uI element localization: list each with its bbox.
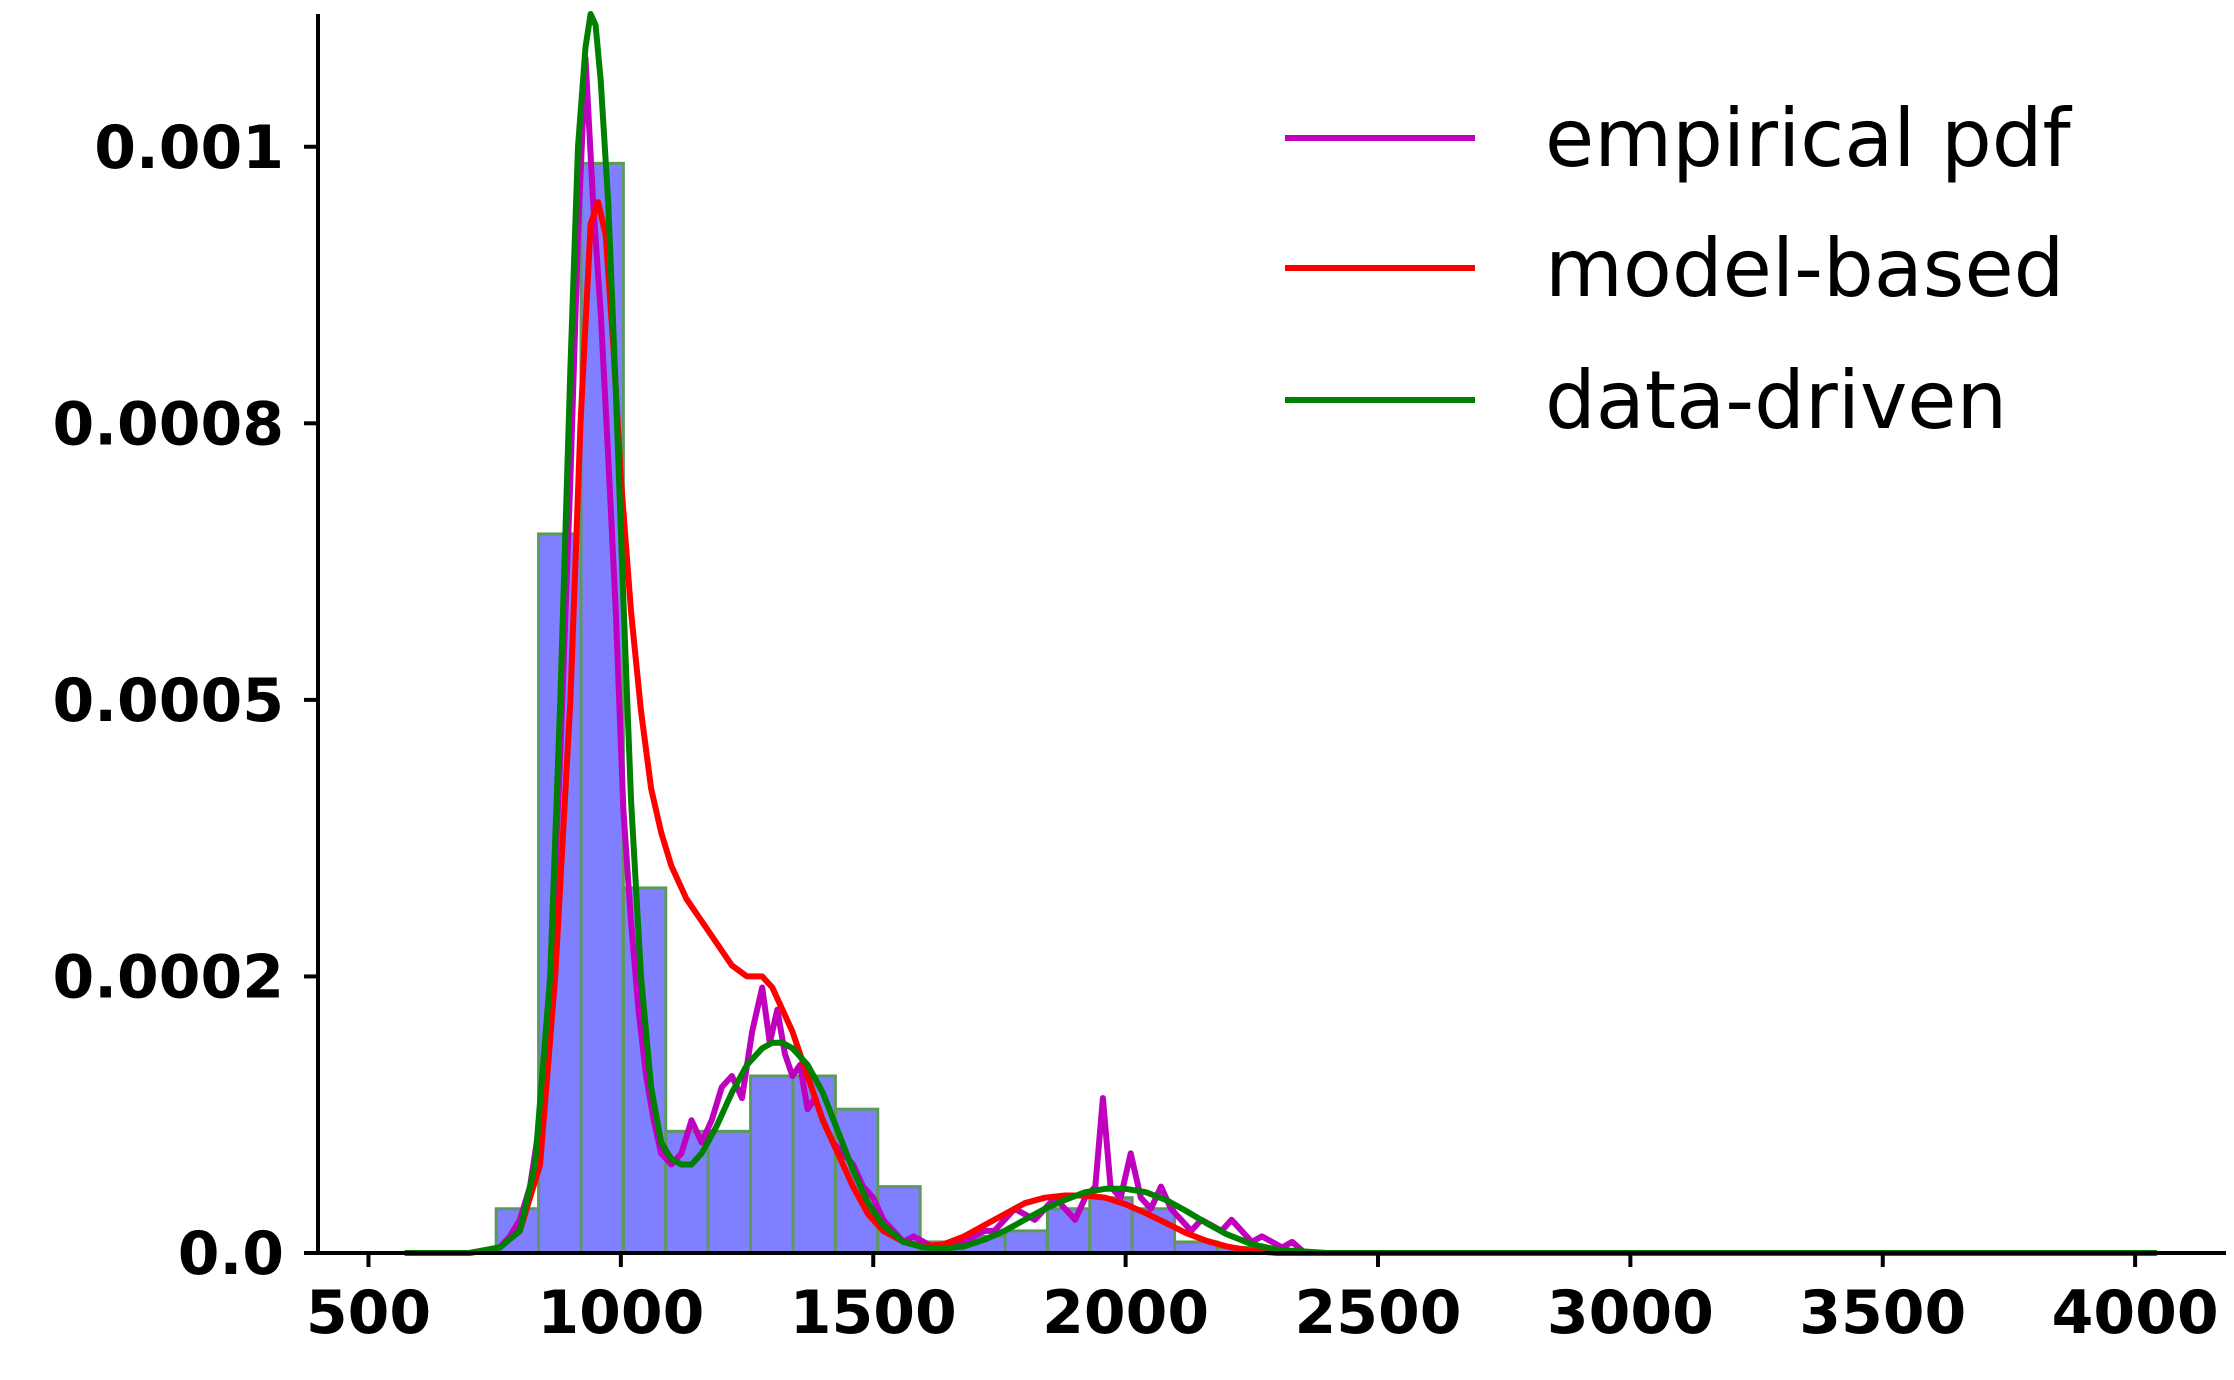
y-tick-label: 0.0008 — [52, 389, 284, 459]
series-line-data-driven — [403, 11, 2159, 1256]
histogram-bar — [1003, 1229, 1049, 1255]
x-tick-label: 4000 — [2052, 1278, 2219, 1348]
y-tick-label: 0.0 — [178, 1219, 284, 1289]
series-lines — [403, 11, 2159, 1256]
histogram-bar — [706, 1129, 753, 1255]
y-tick-label: 0.001 — [94, 113, 284, 183]
x-tick-label: 1500 — [790, 1278, 957, 1348]
legend-label-data-driven: data-driven — [1545, 354, 2007, 447]
x-tick-label: 500 — [306, 1278, 431, 1348]
x-tick-label: 3500 — [1799, 1278, 1966, 1348]
x-tick-label: 3000 — [1547, 1278, 1714, 1348]
series-line-model-based — [403, 199, 2159, 1256]
y-tick-label: 0.0002 — [52, 942, 284, 1012]
x-tick-label: 2000 — [1042, 1278, 1209, 1348]
legend: empirical pdf model-based data-driven — [1285, 92, 2073, 447]
axes — [316, 14, 2226, 1255]
histogram-bar — [749, 1074, 795, 1255]
y-axis-ticks: 0.0 0.0002 0.0005 0.0008 0.001 — [52, 113, 318, 1289]
x-axis-ticks: 500 1000 1500 2000 2500 3000 3500 4000 — [306, 1253, 2219, 1348]
legend-label-model-based: model-based — [1545, 222, 2064, 315]
y-tick-label: 0.0005 — [52, 666, 284, 736]
x-tick-label: 2500 — [1295, 1278, 1462, 1348]
legend-label-empirical-pdf: empirical pdf — [1545, 92, 2073, 185]
x-tick-label: 1000 — [537, 1278, 704, 1348]
